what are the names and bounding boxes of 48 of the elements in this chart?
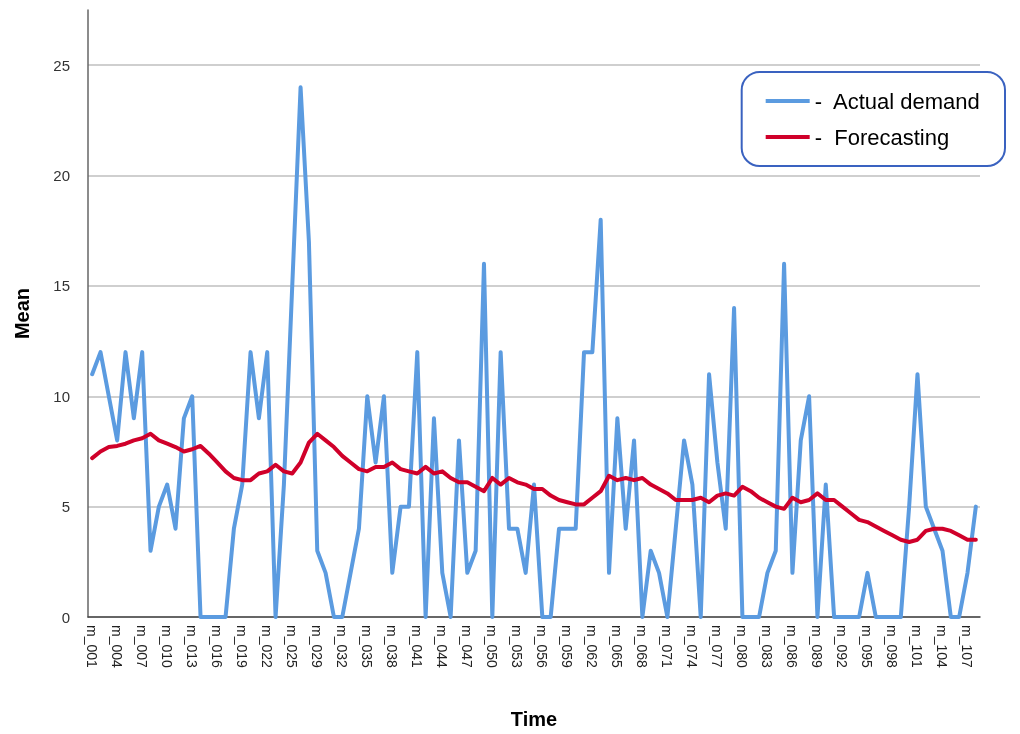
x-tick-label: m_044 bbox=[434, 625, 451, 669]
x-tick-label: m_056 bbox=[534, 625, 551, 669]
x-tick-label: m_032 bbox=[334, 625, 351, 669]
x-tick-label: m_104 bbox=[934, 625, 951, 669]
x-tick-label: m_089 bbox=[809, 625, 826, 669]
x-tick-label: m_013 bbox=[184, 625, 201, 669]
x-tick-label: m_062 bbox=[584, 625, 601, 669]
x-tick-label: m_098 bbox=[884, 625, 901, 669]
x-axis-title: Time bbox=[510, 708, 558, 730]
x-tick-label: m_029 bbox=[309, 625, 326, 669]
line-series bbox=[90, 431, 978, 544]
legend-label: - Forecasting bbox=[814, 124, 950, 150]
line-series bbox=[90, 85, 978, 619]
x-tick-label: m_019 bbox=[234, 625, 251, 669]
x-tick-label: m_010 bbox=[159, 625, 176, 669]
x-tick-label: m_016 bbox=[209, 625, 226, 669]
x-tick-label: m_041 bbox=[409, 625, 426, 669]
x-tick-label: m_035 bbox=[359, 625, 376, 669]
x-tick-label: m_080 bbox=[734, 625, 751, 669]
legend-label: - Actual demand bbox=[814, 88, 980, 114]
x-tick-label: m_077 bbox=[709, 625, 726, 669]
x-tick-label: m_053 bbox=[509, 625, 526, 669]
x-tick-label: m_007 bbox=[134, 625, 151, 669]
x-tick-label: m_101 bbox=[909, 625, 926, 669]
y-tick-label: 25 bbox=[53, 56, 70, 74]
x-tick-label: m_071 bbox=[659, 625, 676, 669]
x-tick-label: m_047 bbox=[459, 625, 476, 669]
y-tick-label: 0 bbox=[61, 608, 70, 626]
x-tick-label: m_004 bbox=[109, 625, 126, 669]
x-tick-label: m_107 bbox=[959, 625, 976, 669]
y-axis-title: Mean bbox=[11, 287, 33, 340]
x-tick-label: m_025 bbox=[284, 625, 301, 669]
x-tick-label: m_065 bbox=[609, 625, 626, 669]
x-tick-label: m_095 bbox=[859, 625, 876, 669]
x-tick-label: m_074 bbox=[684, 625, 701, 669]
x-tick-label: m_068 bbox=[634, 625, 651, 669]
x-tick-label: m_086 bbox=[784, 625, 801, 669]
x-tick-label: m_001 bbox=[84, 625, 101, 669]
y-tick-label: 20 bbox=[53, 167, 70, 185]
x-tick-label: m_022 bbox=[259, 625, 276, 669]
y-tick-label: 15 bbox=[53, 277, 70, 295]
x-tick-label: m_092 bbox=[834, 625, 851, 669]
x-tick-label: m_050 bbox=[484, 625, 501, 669]
y-tick-label: 5 bbox=[61, 498, 70, 516]
x-tick-label: m_083 bbox=[759, 625, 776, 669]
x-tick-label: m_059 bbox=[559, 625, 576, 669]
y-tick-label: 10 bbox=[53, 387, 70, 405]
x-tick-label: m_038 bbox=[384, 625, 401, 669]
